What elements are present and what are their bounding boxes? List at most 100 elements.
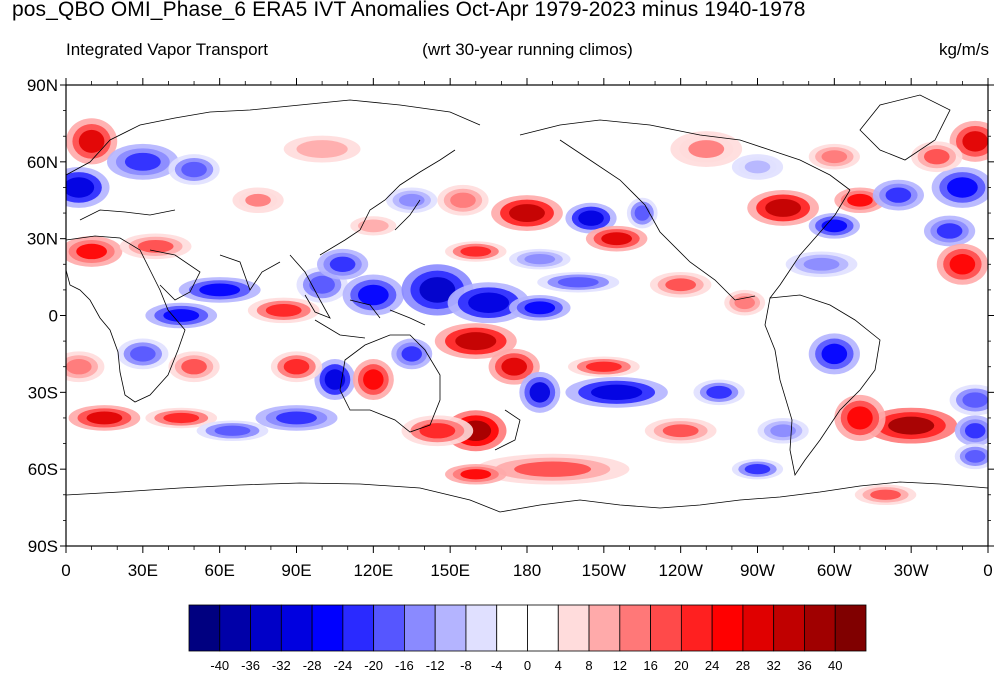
units-label: kg/m/s [938,40,989,59]
anomaly-cell [352,359,394,401]
anomaly-cell [270,131,374,167]
lat-tick-label: 0 [49,307,58,326]
lon-tick-label: 180 [513,561,541,580]
colorbar-swatch [619,604,651,652]
colorbar-label: -24 [333,658,352,673]
colorbar-swatch [527,604,559,652]
colorbar-label: 0 [524,658,531,673]
colorbar-label: -8 [460,658,472,673]
variable-note: (wrt 30-year running climos) [422,40,633,59]
lat-tick-label: 30N [27,230,58,249]
anomaly-cell [954,415,988,447]
colorbar-label: 24 [705,658,719,673]
anomaly-cell [445,464,507,485]
colorbar-swatch [219,604,251,652]
anomaly-cell [834,394,886,441]
colorbar-label: 28 [736,658,750,673]
colorbar-label: 36 [797,658,811,673]
anomaly-cell [168,351,220,383]
coastlines [66,94,988,513]
anomaly-cell [66,351,105,383]
colorbar-label: 32 [766,658,780,673]
anomaly-cell [119,233,192,260]
lon-tick-label: 60W [817,561,852,580]
colorbar-label: -12 [426,658,445,673]
anomaly-cell [475,453,630,485]
anomaly-cell [342,213,405,239]
anomaly-cell [437,184,489,216]
anomaly-cell [117,338,169,370]
anomaly-cell [693,379,745,406]
colorbar-label: 16 [643,658,657,673]
lat-tick-label: 60S [28,460,58,479]
page-title: pos_QBO OMI_Phase_6 ERA5 IVT Anomalies O… [12,0,806,21]
anomaly-cell [854,484,917,506]
anomaly-cell [145,302,218,329]
anomaly-cell [509,295,571,321]
anomaly-cell [488,348,540,385]
lat-tick-label: 90S [28,537,58,556]
anomaly-cell [145,407,218,429]
anomaly-cell [168,154,220,185]
lat-tick-label: 30S [28,383,58,402]
anomaly-cell [931,166,988,208]
colorbar-swatch [311,604,344,652]
anomaly-cell [670,131,743,167]
colorbar-swatch [711,604,744,652]
anomaly-cell [68,405,141,431]
anomaly-cell [434,323,517,360]
colorbar-swatch [496,604,528,652]
colorbar-label: 40 [828,658,842,673]
anomaly-cell [731,458,784,480]
lon-tick-label: 60E [205,561,235,580]
colorbar-label: 8 [585,658,592,673]
anomaly-cell [567,356,640,377]
colorbar-label: -36 [241,658,260,673]
colorbar-swatch [250,604,282,652]
anomaly-cell [445,241,507,262]
anomaly-cell [808,213,860,239]
anomaly-cell [509,248,571,270]
colorbar-label: -40 [210,658,229,673]
anomaly-cell [66,166,110,208]
colorbar-swatch [404,604,436,652]
colorbar-label: -16 [395,658,414,673]
colorbar-label: -4 [491,658,503,673]
lon-tick-label: 120W [658,561,702,580]
anomaly-cell [386,187,438,214]
lon-tick-label: 30E [128,561,158,580]
colorbar-swatch [804,604,836,652]
anomaly-cell [232,187,284,214]
colorbar-swatch [188,604,221,652]
colorbar: -40 -36 -32 -28 -24 -20 -16 -12 -8 -4 0 4 8 12 16 20 24 2… [188,604,867,673]
anomaly-cell [808,333,860,375]
anomaly-cell [731,154,784,180]
colorbar-label: 4 [555,658,562,673]
anomaly-cell [565,376,668,408]
colorbar-swatch [650,604,682,652]
colorbar-label: -32 [272,658,291,673]
lon-tick-label: 90E [281,561,311,580]
colorbar-swatch [373,604,405,652]
lon-tick-label: 30W [894,561,929,580]
latitude-axis: 90N 60N 30N 0 30S 60S 90S [27,76,994,556]
lon-tick-label: 120E [353,561,393,580]
lon-tick-label: 150W [582,561,626,580]
colorbar-swatch [773,604,805,652]
anomaly-cell [270,351,323,383]
anomaly-cell [872,179,924,211]
anomaly-cell [196,420,269,441]
lon-tick-label: 0 [61,561,70,580]
colorbar-label: 12 [613,658,627,673]
lon-tick-label: 150E [430,561,470,580]
anomaly-cell [757,417,809,444]
anomaly-cell [401,415,474,447]
colorbar-label: 20 [674,658,688,673]
longitude-axis: 0 30E 60E 90E 120E 150E 180 150W 120W 90W 60W 30W 0 [61,78,993,580]
anomaly-cell [911,141,963,173]
anomaly-field [66,118,988,506]
lon-tick-label: 0 [983,561,992,580]
anomaly-cell [649,271,712,298]
colorbar-swatch [557,604,590,652]
